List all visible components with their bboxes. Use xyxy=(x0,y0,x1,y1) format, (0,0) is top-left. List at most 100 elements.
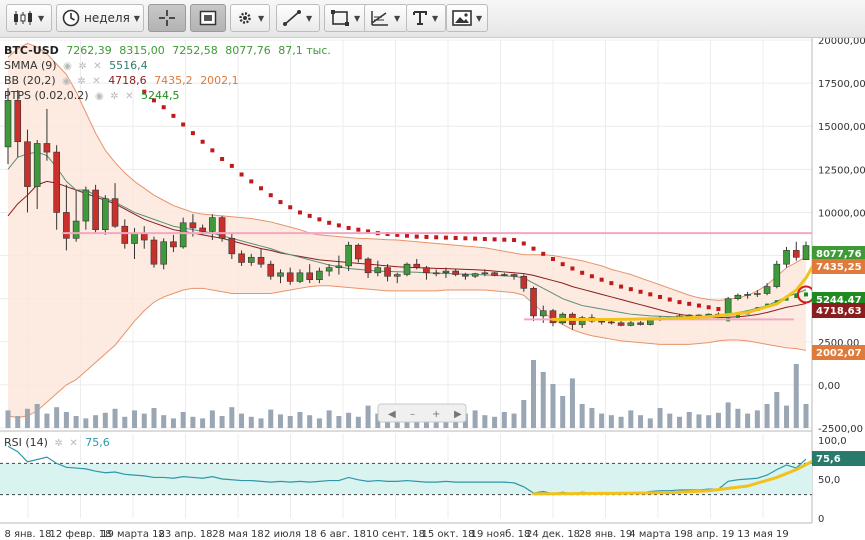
price-tick-label: 20000,00 xyxy=(818,38,865,47)
psar-dot xyxy=(658,294,663,299)
candle-body xyxy=(364,258,372,274)
candle-body xyxy=(491,272,498,276)
gear-icon[interactable]: ✲ xyxy=(78,61,87,72)
price-tick-label: 12500,00 xyxy=(818,165,865,176)
psar-dot xyxy=(667,297,672,302)
psar-dot xyxy=(161,105,166,110)
price-tag xyxy=(812,345,865,360)
price-tag xyxy=(812,246,865,261)
volume-bar xyxy=(365,405,371,428)
chart-scroller[interactable]: ◀ – + ▶ xyxy=(377,403,467,423)
price-tag xyxy=(812,303,865,318)
candle-body xyxy=(617,322,625,326)
volume-bar xyxy=(472,410,478,428)
fibonacci-tool-button[interactable]: ▼ xyxy=(364,4,408,32)
period-dropdown[interactable]: неделя ▼ xyxy=(56,4,144,32)
psar-dot xyxy=(687,301,692,306)
image-tool-button[interactable]: ▼ xyxy=(446,4,488,32)
volume-bar xyxy=(531,360,537,428)
volume-bar xyxy=(248,416,254,428)
price-chart[interactable]: 20000,00 17500,00 15000,00 12500,00 10000,00… xyxy=(0,38,865,540)
time-tick-label: 8 янв. 18 xyxy=(4,529,51,540)
frame-button[interactable] xyxy=(190,4,226,32)
settings-button[interactable]: ▼ xyxy=(230,4,270,32)
scroll-left-icon[interactable]: ◀ xyxy=(388,409,396,420)
rsi-tick-label: 0 xyxy=(818,514,824,525)
pencil-line-icon xyxy=(282,9,302,27)
bb-upper-value: 7435,2 xyxy=(154,74,193,87)
candle-body xyxy=(257,256,265,265)
gear-icon[interactable]: ✲ xyxy=(110,91,119,102)
line-tool-button[interactable]: ▼ xyxy=(276,4,320,32)
drawings xyxy=(62,232,812,322)
psar-dot xyxy=(580,270,585,275)
close-icon[interactable]: ✕ xyxy=(125,91,134,102)
psar-dot xyxy=(521,241,526,246)
scroll-right-icon[interactable]: ▶ xyxy=(454,409,462,420)
rsi-legend[interactable]: RSI (14) ✲ ✕ 75,6 xyxy=(4,436,110,451)
gear-icon[interactable]: ✲ xyxy=(54,438,63,449)
close-icon[interactable]: ✕ xyxy=(93,61,102,72)
rsi-trend-curve xyxy=(532,458,818,496)
candle-body xyxy=(374,267,382,274)
volume-bar xyxy=(307,415,313,428)
text-tool-button[interactable]: ▼ xyxy=(406,4,446,32)
period-label: неделя xyxy=(84,11,130,25)
psar-dot xyxy=(804,292,808,297)
close-icon[interactable]: ✕ xyxy=(69,438,78,449)
ptps-legend[interactable]: PTPS (0.02,0.2) ◉ ✲ ✕ 5244,5 xyxy=(4,89,180,104)
candle-body xyxy=(72,220,80,239)
volume-bar xyxy=(696,414,702,428)
psar-dot xyxy=(560,262,565,267)
volume-bar xyxy=(54,407,60,428)
gear-icon[interactable]: ✲ xyxy=(77,76,86,87)
chevron-down-icon: ▼ xyxy=(133,13,140,23)
candle-body xyxy=(150,239,158,265)
bb-legend[interactable]: BB (20,2) ◉ ✲ ✕ 4718,6 7435,2 2002,1 xyxy=(4,74,239,89)
psar-dot xyxy=(171,113,176,118)
volume-bar xyxy=(112,408,118,428)
candle-body xyxy=(335,265,343,268)
candle-body xyxy=(452,270,459,275)
fibonacci-icon xyxy=(370,9,390,27)
scroller-track[interactable] xyxy=(377,403,467,423)
candle-body xyxy=(598,320,605,323)
psar-dot xyxy=(492,237,497,242)
text-tool-icon xyxy=(412,10,428,26)
candle-body xyxy=(325,267,333,272)
candle-body xyxy=(520,275,528,289)
volume-bar xyxy=(200,418,206,428)
zoom-in-icon[interactable]: + xyxy=(432,409,440,420)
bb-label: BB (20,2) xyxy=(4,74,56,87)
candle-body xyxy=(423,267,430,274)
volume-bar xyxy=(550,384,556,428)
smma-legend[interactable]: SMMA (9) ◉ ✲ ✕ 5516,4 xyxy=(4,59,148,74)
psar-dot xyxy=(648,292,653,297)
axes: 20000,00 17500,00 15000,00 12500,00 10000,00… xyxy=(4,38,865,540)
candle-body xyxy=(296,272,304,282)
psar-dot xyxy=(706,305,711,310)
psar-dot xyxy=(619,284,624,289)
shape-tool-button[interactable]: ▼ xyxy=(324,4,368,32)
zoom-out-icon[interactable]: – xyxy=(410,409,415,420)
time-tick-label: 6 авг. 18 xyxy=(320,529,366,540)
eye-icon[interactable]: ◉ xyxy=(63,61,72,72)
volume-bar xyxy=(219,416,225,428)
volume-bar xyxy=(414,418,420,428)
crosshair-button[interactable] xyxy=(148,4,186,32)
psar-dot xyxy=(599,277,604,282)
eye-icon[interactable]: ◉ xyxy=(62,76,71,87)
candle-body xyxy=(121,225,129,244)
candle-body xyxy=(413,263,421,268)
eye-icon[interactable]: ◉ xyxy=(95,91,104,102)
psar-dot xyxy=(609,281,614,286)
volume-bar xyxy=(190,416,196,428)
psar-dot xyxy=(288,205,293,210)
psar-dot xyxy=(424,234,429,239)
candle-body xyxy=(82,189,90,222)
bb-upper-line xyxy=(7,42,807,301)
close-icon[interactable]: ✕ xyxy=(92,76,101,87)
volume-bar xyxy=(579,404,585,428)
candle-body xyxy=(267,263,275,277)
chart-type-button[interactable]: ▼ xyxy=(6,4,52,32)
